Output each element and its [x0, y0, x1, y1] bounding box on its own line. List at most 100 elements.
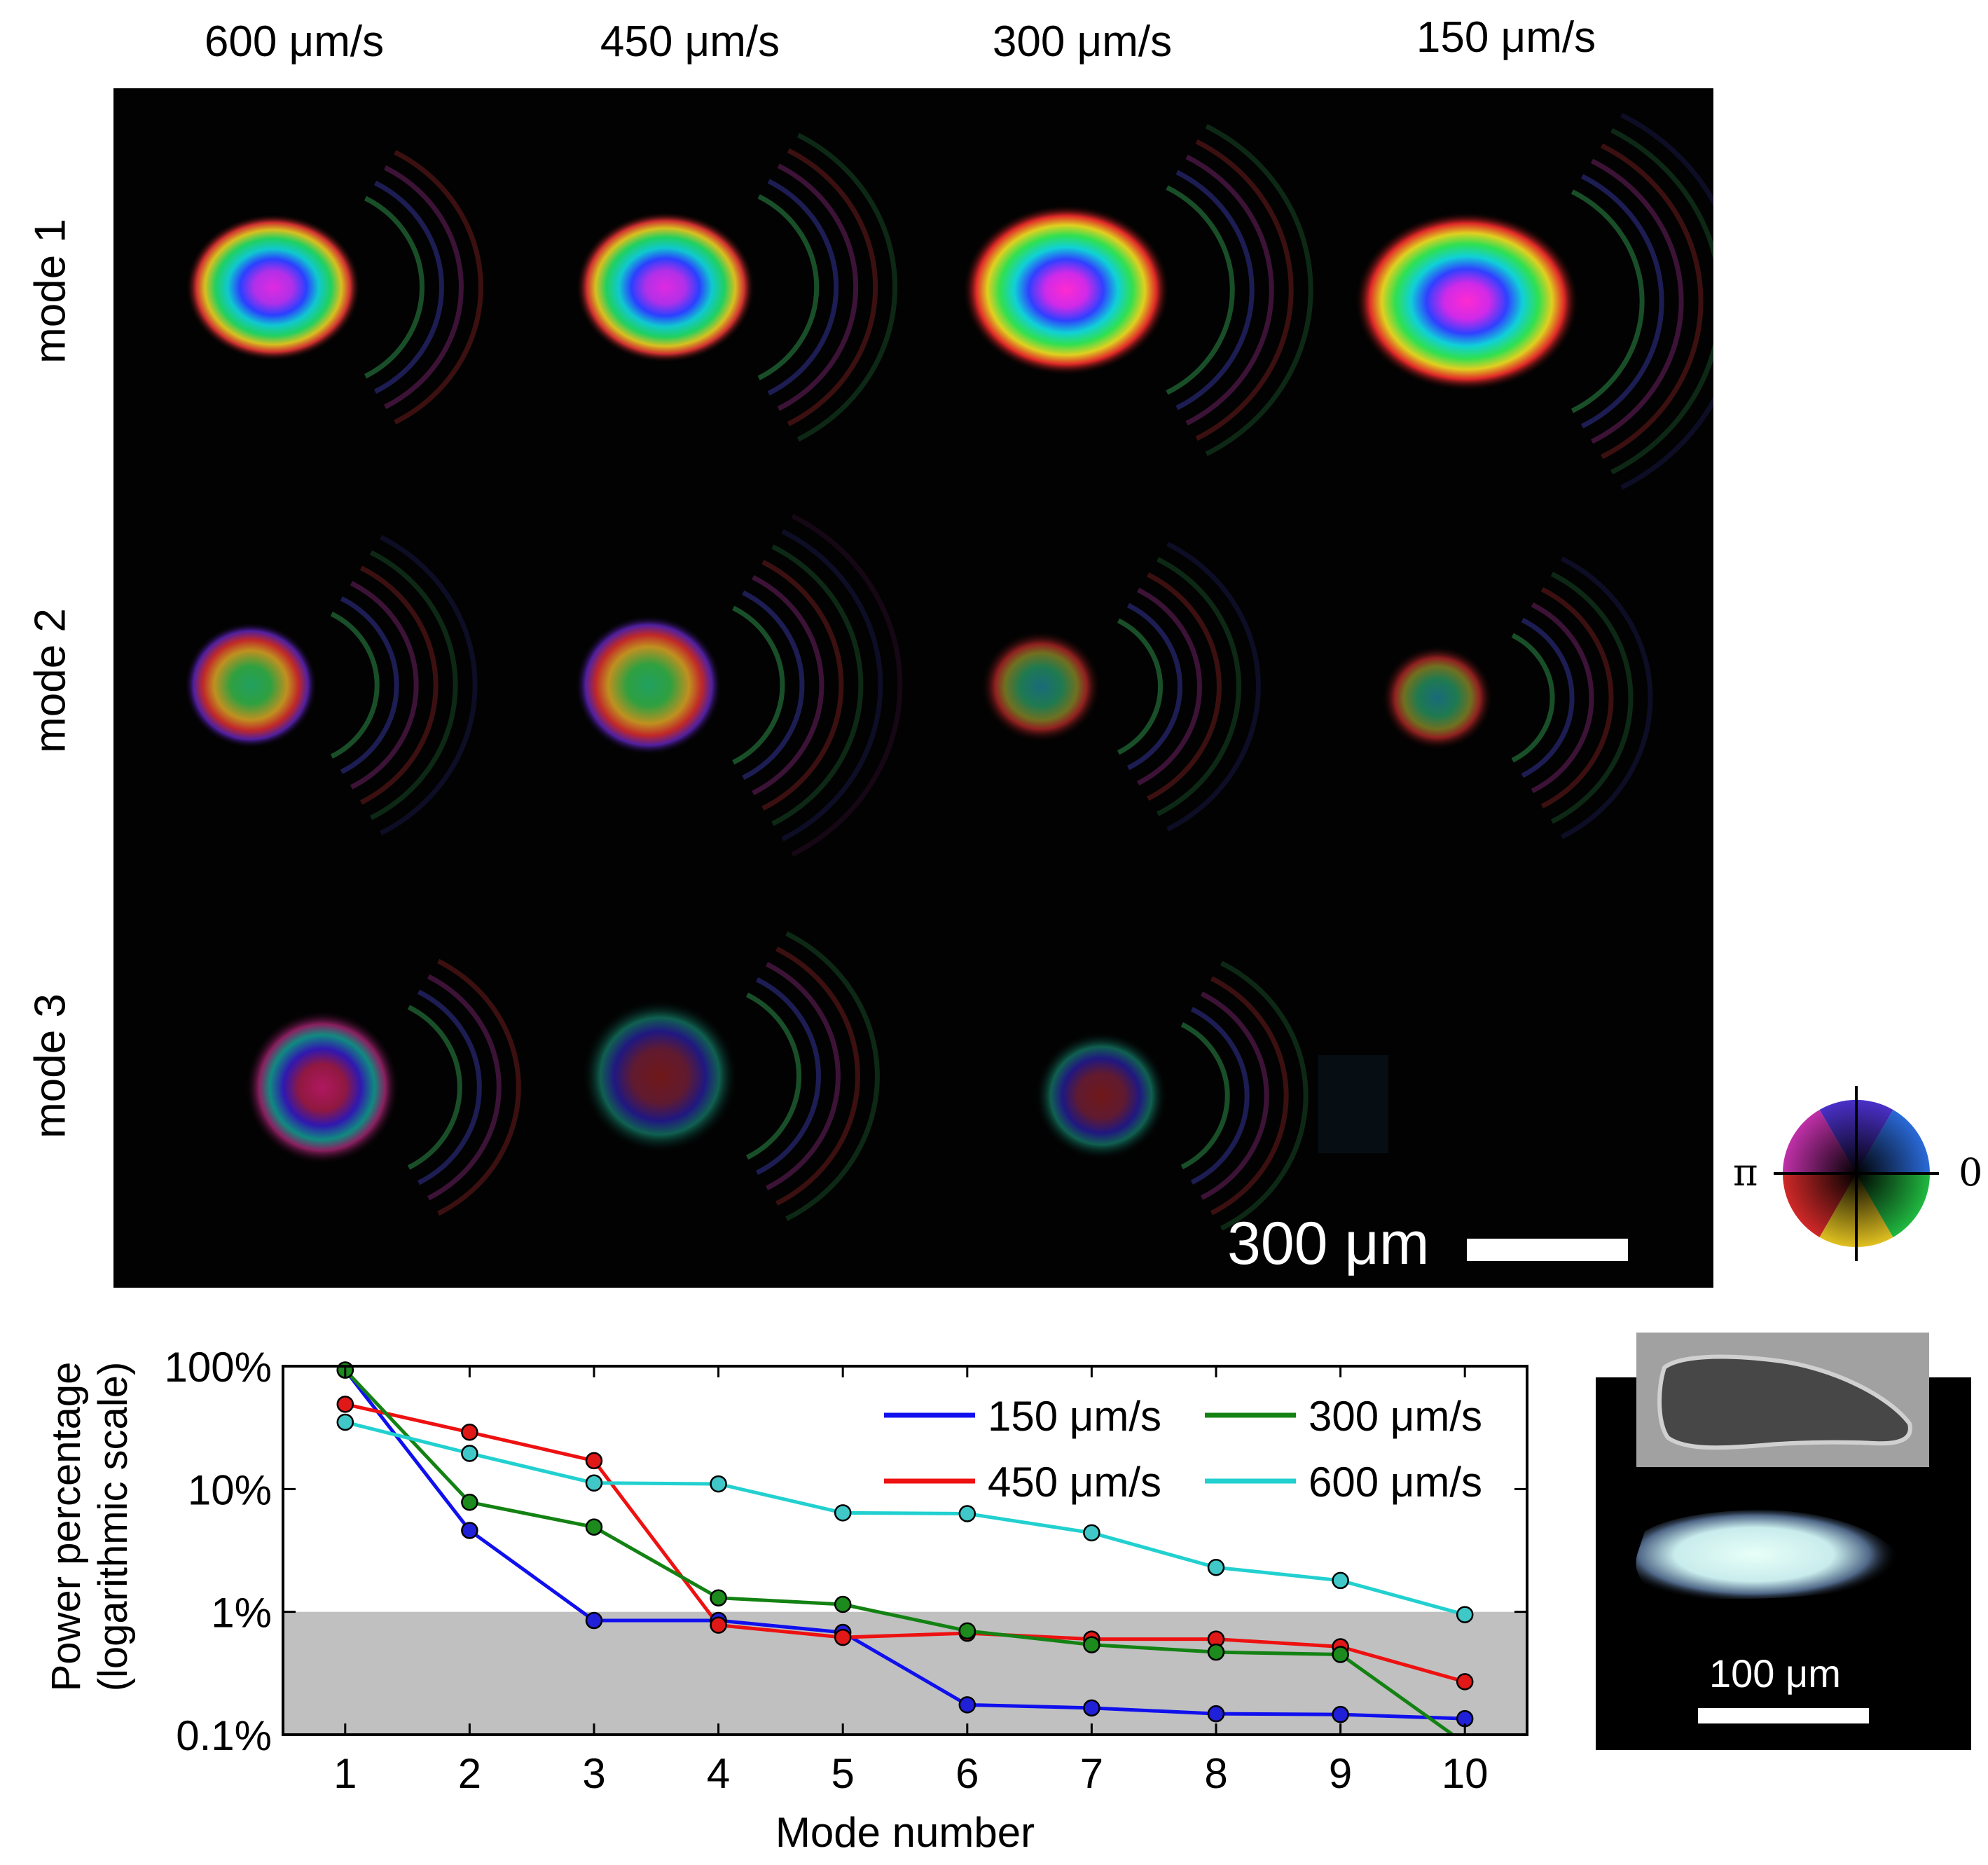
fringe-ring [1147, 572, 1222, 801]
phase-legend: π 0 [1730, 1079, 1988, 1268]
fringe-ring [1591, 158, 1684, 444]
fringe-ring [359, 565, 439, 805]
fringe-ring [775, 947, 860, 1206]
fringe-ring [1550, 572, 1634, 824]
fringe-ring [1601, 143, 1704, 460]
fringe-ring [1620, 112, 1713, 490]
x-tick-label: 3 [582, 1750, 605, 1797]
data-point [958, 1505, 976, 1522]
fringe-ring [1190, 1007, 1250, 1185]
data-point [834, 1628, 852, 1646]
data-point [834, 1595, 852, 1613]
spot-m2-450 [575, 615, 722, 755]
power-percentage-chart: 1 2 3 4 5 6 7 8 9 10 0.1% 1% 10% 100% Mode number 150 μ… [165, 1344, 1528, 1856]
fringe-ring [1175, 170, 1255, 411]
fringe-ring [374, 180, 444, 394]
phase-label-zero: 0 [1959, 1150, 1983, 1195]
y-tick-label: 0.1% [176, 1712, 272, 1759]
fringe-ring [787, 148, 878, 427]
data-point [461, 1522, 478, 1539]
spot-m2-600 [184, 622, 317, 748]
fringe-ring [752, 574, 824, 796]
data-point [461, 1494, 478, 1511]
fringe-ring [1126, 603, 1182, 771]
spot-m2-150 [1381, 645, 1493, 750]
inset-scale-bar-label: 100 μm [1709, 1651, 1841, 1695]
spot-m3-300 [1035, 1031, 1168, 1160]
fringe-ring [1200, 991, 1269, 1200]
fringe-rings [330, 112, 1713, 1231]
y-tick-label: 10% [188, 1466, 272, 1513]
sem-micrograph [1636, 1333, 1929, 1467]
fringe-ring [1210, 976, 1289, 1216]
fringe-ring [1580, 174, 1664, 429]
fringe-ring [340, 596, 399, 774]
data-point [834, 1504, 852, 1522]
data-point [958, 1622, 976, 1640]
spot-m3-600 [245, 1010, 399, 1164]
fringe-ring [437, 958, 521, 1216]
spot-m2-300 [981, 631, 1101, 743]
legend-label: 450 μm/s [988, 1459, 1161, 1506]
fringe-ring [1166, 185, 1235, 395]
spot-m1-300 [962, 205, 1170, 376]
row-label-mode-1: mode 1 [26, 219, 75, 364]
y-tick-label: 1% [211, 1590, 272, 1637]
fringe-ring [380, 535, 478, 836]
y-tick-label: 100% [165, 1344, 272, 1391]
fringe-ring [756, 977, 821, 1176]
row-label-mode-2: mode 2 [26, 608, 75, 753]
fringe-ring [370, 550, 458, 820]
series-line-1 [345, 1402, 1465, 1684]
mode-profiles-image [184, 112, 1713, 1231]
x-tick-label: 7 [1080, 1750, 1103, 1797]
data-point [1332, 1646, 1349, 1663]
fringe-ring [742, 590, 805, 780]
spot-m1-150 [1355, 212, 1579, 391]
phase-color-wheel [1774, 1086, 1939, 1261]
fringe-ring [417, 989, 482, 1185]
fringe-ring [1610, 128, 1713, 475]
fringe-ring [330, 612, 380, 759]
fringe-ring [1185, 154, 1274, 426]
fringe-ring [767, 179, 839, 396]
mode-image-panel: 300 μm [113, 88, 1713, 1288]
data-point [336, 1396, 354, 1413]
plot-area: 1 2 3 4 5 6 7 8 9 10 0.1% 1% 10% 100% Mode number 150 μ… [165, 1344, 1528, 1856]
fringe-ring [785, 931, 880, 1221]
data-point [1083, 1699, 1100, 1717]
x-tick-label: 1 [333, 1750, 357, 1797]
data-point [1083, 1524, 1100, 1542]
data-point [336, 1413, 354, 1431]
data-point [710, 1475, 727, 1493]
legend-label: 600 μm/s [1309, 1459, 1482, 1506]
fringe-ring [1117, 618, 1164, 755]
fringe-ring [757, 194, 820, 380]
series-line-2 [343, 1368, 1456, 1735]
fringe-ring [1180, 1022, 1230, 1169]
fringe-ring [1521, 617, 1575, 778]
fringe-ring [1531, 602, 1594, 794]
spot-m1-450 [576, 212, 755, 363]
data-point [1083, 1636, 1100, 1653]
spot-m1-600 [186, 214, 361, 361]
fringe-ring [777, 163, 859, 411]
fringe-ring [1560, 556, 1653, 839]
row-label-mode-3: mode 3 [26, 993, 75, 1138]
fringe-ring [1511, 633, 1555, 763]
data-point [461, 1445, 478, 1462]
x-tick-label: 4 [707, 1750, 730, 1797]
inset-scale-bar [1698, 1708, 1869, 1723]
data-point [461, 1424, 478, 1441]
data-point [585, 1452, 603, 1470]
x-tick-label: 10 [1442, 1750, 1489, 1797]
fringe-ring [791, 514, 903, 857]
fringe-ring [1540, 587, 1614, 808]
fringe-ring [771, 544, 864, 826]
x-tick-label: 8 [1204, 1750, 1227, 1797]
fringe-ring [745, 992, 801, 1160]
spot-m3-450 [581, 999, 738, 1153]
fringe-ring [384, 165, 464, 409]
plot-frame [282, 1365, 1528, 1736]
legend-label: 150 μm/s [988, 1393, 1161, 1440]
